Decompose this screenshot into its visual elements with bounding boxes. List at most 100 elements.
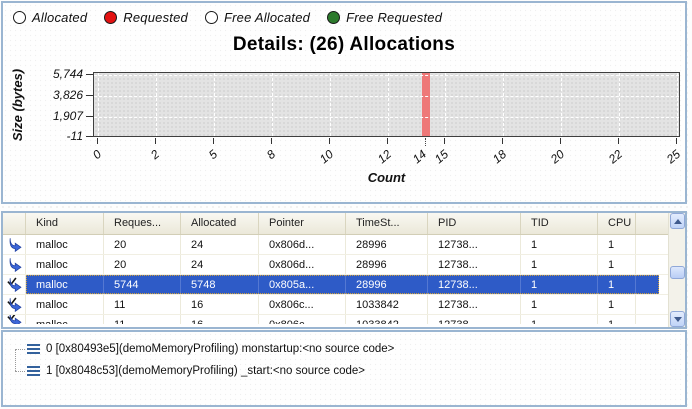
column-header-tid[interactable]: TID: [521, 213, 598, 234]
cell-pointer: 0x806d...: [259, 255, 346, 274]
cell-pointer: 0x806c...: [259, 315, 346, 324]
scroll-up-button[interactable]: [670, 213, 685, 229]
cell-tid: 1: [521, 275, 598, 294]
y-tick-mark: [86, 74, 93, 75]
header-icon-column: [3, 213, 26, 234]
cell-timest: 28996: [346, 255, 428, 274]
cell-pointer: 0x806c...: [259, 295, 346, 314]
x-tick-mark: [212, 138, 214, 144]
legend-item-free-allocated[interactable]: Free Allocated: [204, 10, 311, 25]
table-row[interactable]: malloc 5744 5748 0x805a... 28996 12738... 1 1: [3, 275, 685, 295]
cell-pid: 12738...: [428, 295, 521, 314]
malloc-checked-icon: [3, 275, 26, 294]
scroll-down-button[interactable]: [670, 311, 685, 327]
cell-pid: 12738...: [428, 315, 521, 324]
cell-timest: 28996: [346, 235, 428, 254]
legend-label: Free Allocated: [223, 10, 311, 25]
column-header-reques[interactable]: Reques...: [104, 213, 181, 234]
y-axis-title: Size (bytes): [10, 68, 25, 142]
x-tick-mark: [502, 138, 504, 144]
cell-tid: 1: [521, 295, 598, 314]
h-gridline: [94, 116, 679, 118]
cell-pid: 12738...: [428, 275, 521, 294]
column-header-pointer[interactable]: Pointer: [259, 213, 346, 234]
malloc-checked-icon: [3, 315, 26, 324]
legend-item-allocated[interactable]: Allocated: [13, 10, 87, 25]
y-tick-label: 5,744: [52, 67, 83, 81]
cell-kind: malloc: [26, 235, 104, 254]
column-header-pid[interactable]: PID: [428, 213, 521, 234]
cell-timest: 28996: [346, 275, 428, 294]
down-arrow-icon: [673, 316, 682, 322]
x-tick-mark: [560, 138, 562, 144]
table-row[interactable]: malloc 20 24 0x806d... 28996 12738... 1 1: [3, 235, 685, 255]
y-tick-mark: [86, 136, 93, 138]
cell-timest: 1033842: [346, 295, 428, 314]
v-gridline: [155, 73, 157, 136]
cell-cpu: 1: [598, 255, 636, 274]
radio-icon: [13, 11, 26, 24]
v-gridline: [387, 73, 389, 136]
radio-icon: [104, 11, 118, 24]
cell-allocated: 5748: [181, 275, 259, 294]
x-axis-title: Count: [367, 170, 406, 185]
cell-tid: 1: [521, 235, 598, 254]
v-gridline: [329, 73, 331, 136]
selected-allocation-bar[interactable]: [422, 73, 430, 136]
cell-kind: malloc: [26, 315, 104, 324]
cell-reques: 5744: [104, 275, 181, 294]
malloc-arrow-icon: [3, 235, 26, 254]
v-gridline: [213, 73, 215, 136]
cell-allocated: 24: [181, 255, 259, 274]
legend-item-free-requested[interactable]: Free Requested: [327, 10, 442, 25]
cell-allocated: 24: [181, 235, 259, 254]
radio-icon: [204, 11, 218, 24]
column-header-cpu[interactable]: CPU: [598, 213, 636, 234]
cell-tid: 1: [521, 255, 598, 274]
cell-kind: malloc: [26, 255, 104, 274]
y-tick-label: 1,907: [52, 108, 83, 123]
v-gridline: [445, 73, 447, 136]
x-tick-mark: [676, 138, 677, 144]
cell-cpu: 1: [598, 315, 636, 324]
tree-connector-line: [15, 349, 16, 371]
cell-allocated: 16: [181, 315, 259, 324]
stack-frame-label: 0 [0x80493e5](demoMemoryProfiling) monst…: [46, 343, 395, 355]
cell-kind: malloc: [26, 295, 104, 314]
allocations-table-panel: Kind Reques... Allocated Pointer TimeSt... PI…: [1, 211, 687, 329]
legend-item-requested[interactable]: Requested: [104, 10, 188, 25]
plot-area[interactable]: [93, 72, 680, 137]
cell-cpu: 1: [598, 295, 636, 314]
table-body: malloc 20 24 0x806d... 28996 12738... 1 1 malloc…: [3, 235, 685, 324]
vertical-scrollbar[interactable]: [668, 213, 685, 327]
y-tick-label: 3,826: [52, 87, 83, 102]
h-gridline: [94, 75, 679, 76]
column-header-kind[interactable]: Kind: [26, 213, 104, 234]
cell-timest: 1033842: [346, 315, 428, 324]
malloc-arrow-icon: [3, 255, 26, 274]
stack-trace-panel: 0 [0x80493e5](demoMemoryProfiling) monst…: [1, 330, 687, 407]
legend-label: Requested: [123, 10, 188, 25]
h-gridline: [94, 95, 679, 97]
stack-frame-item[interactable]: 0 [0x80493e5](demoMemoryProfiling) monst…: [27, 340, 394, 358]
column-header-allocated[interactable]: Allocated: [181, 213, 259, 234]
scrollbar-thumb[interactable]: [670, 266, 685, 279]
table-row[interactable]: malloc 20 24 0x806d... 28996 12738... 1 1: [3, 255, 685, 275]
y-tick-mark: [86, 94, 93, 96]
cell-cpu: 1: [598, 275, 636, 294]
column-header-timest[interactable]: TimeSt...: [346, 213, 428, 234]
v-gridline: [503, 73, 505, 136]
legend-label: Allocated: [32, 10, 88, 25]
up-arrow-icon: [673, 218, 682, 224]
x-tick-mark: [444, 138, 446, 144]
table-row-cells: malloc 5744 5748 0x805a... 28996 12738... 1 1: [26, 275, 659, 294]
allocation-chart-panel: Allocated Requested Free Allocated Free Req…: [1, 1, 687, 204]
table-row-cells: malloc 20 24 0x806d... 28996 12738... 1 1: [26, 255, 659, 274]
stack-frame-item[interactable]: 1 [0x8048c53](demoMemoryProfiling) _star…: [27, 362, 365, 380]
cell-allocated: 16: [181, 295, 259, 314]
cell-pointer: 0x806d...: [259, 235, 346, 254]
